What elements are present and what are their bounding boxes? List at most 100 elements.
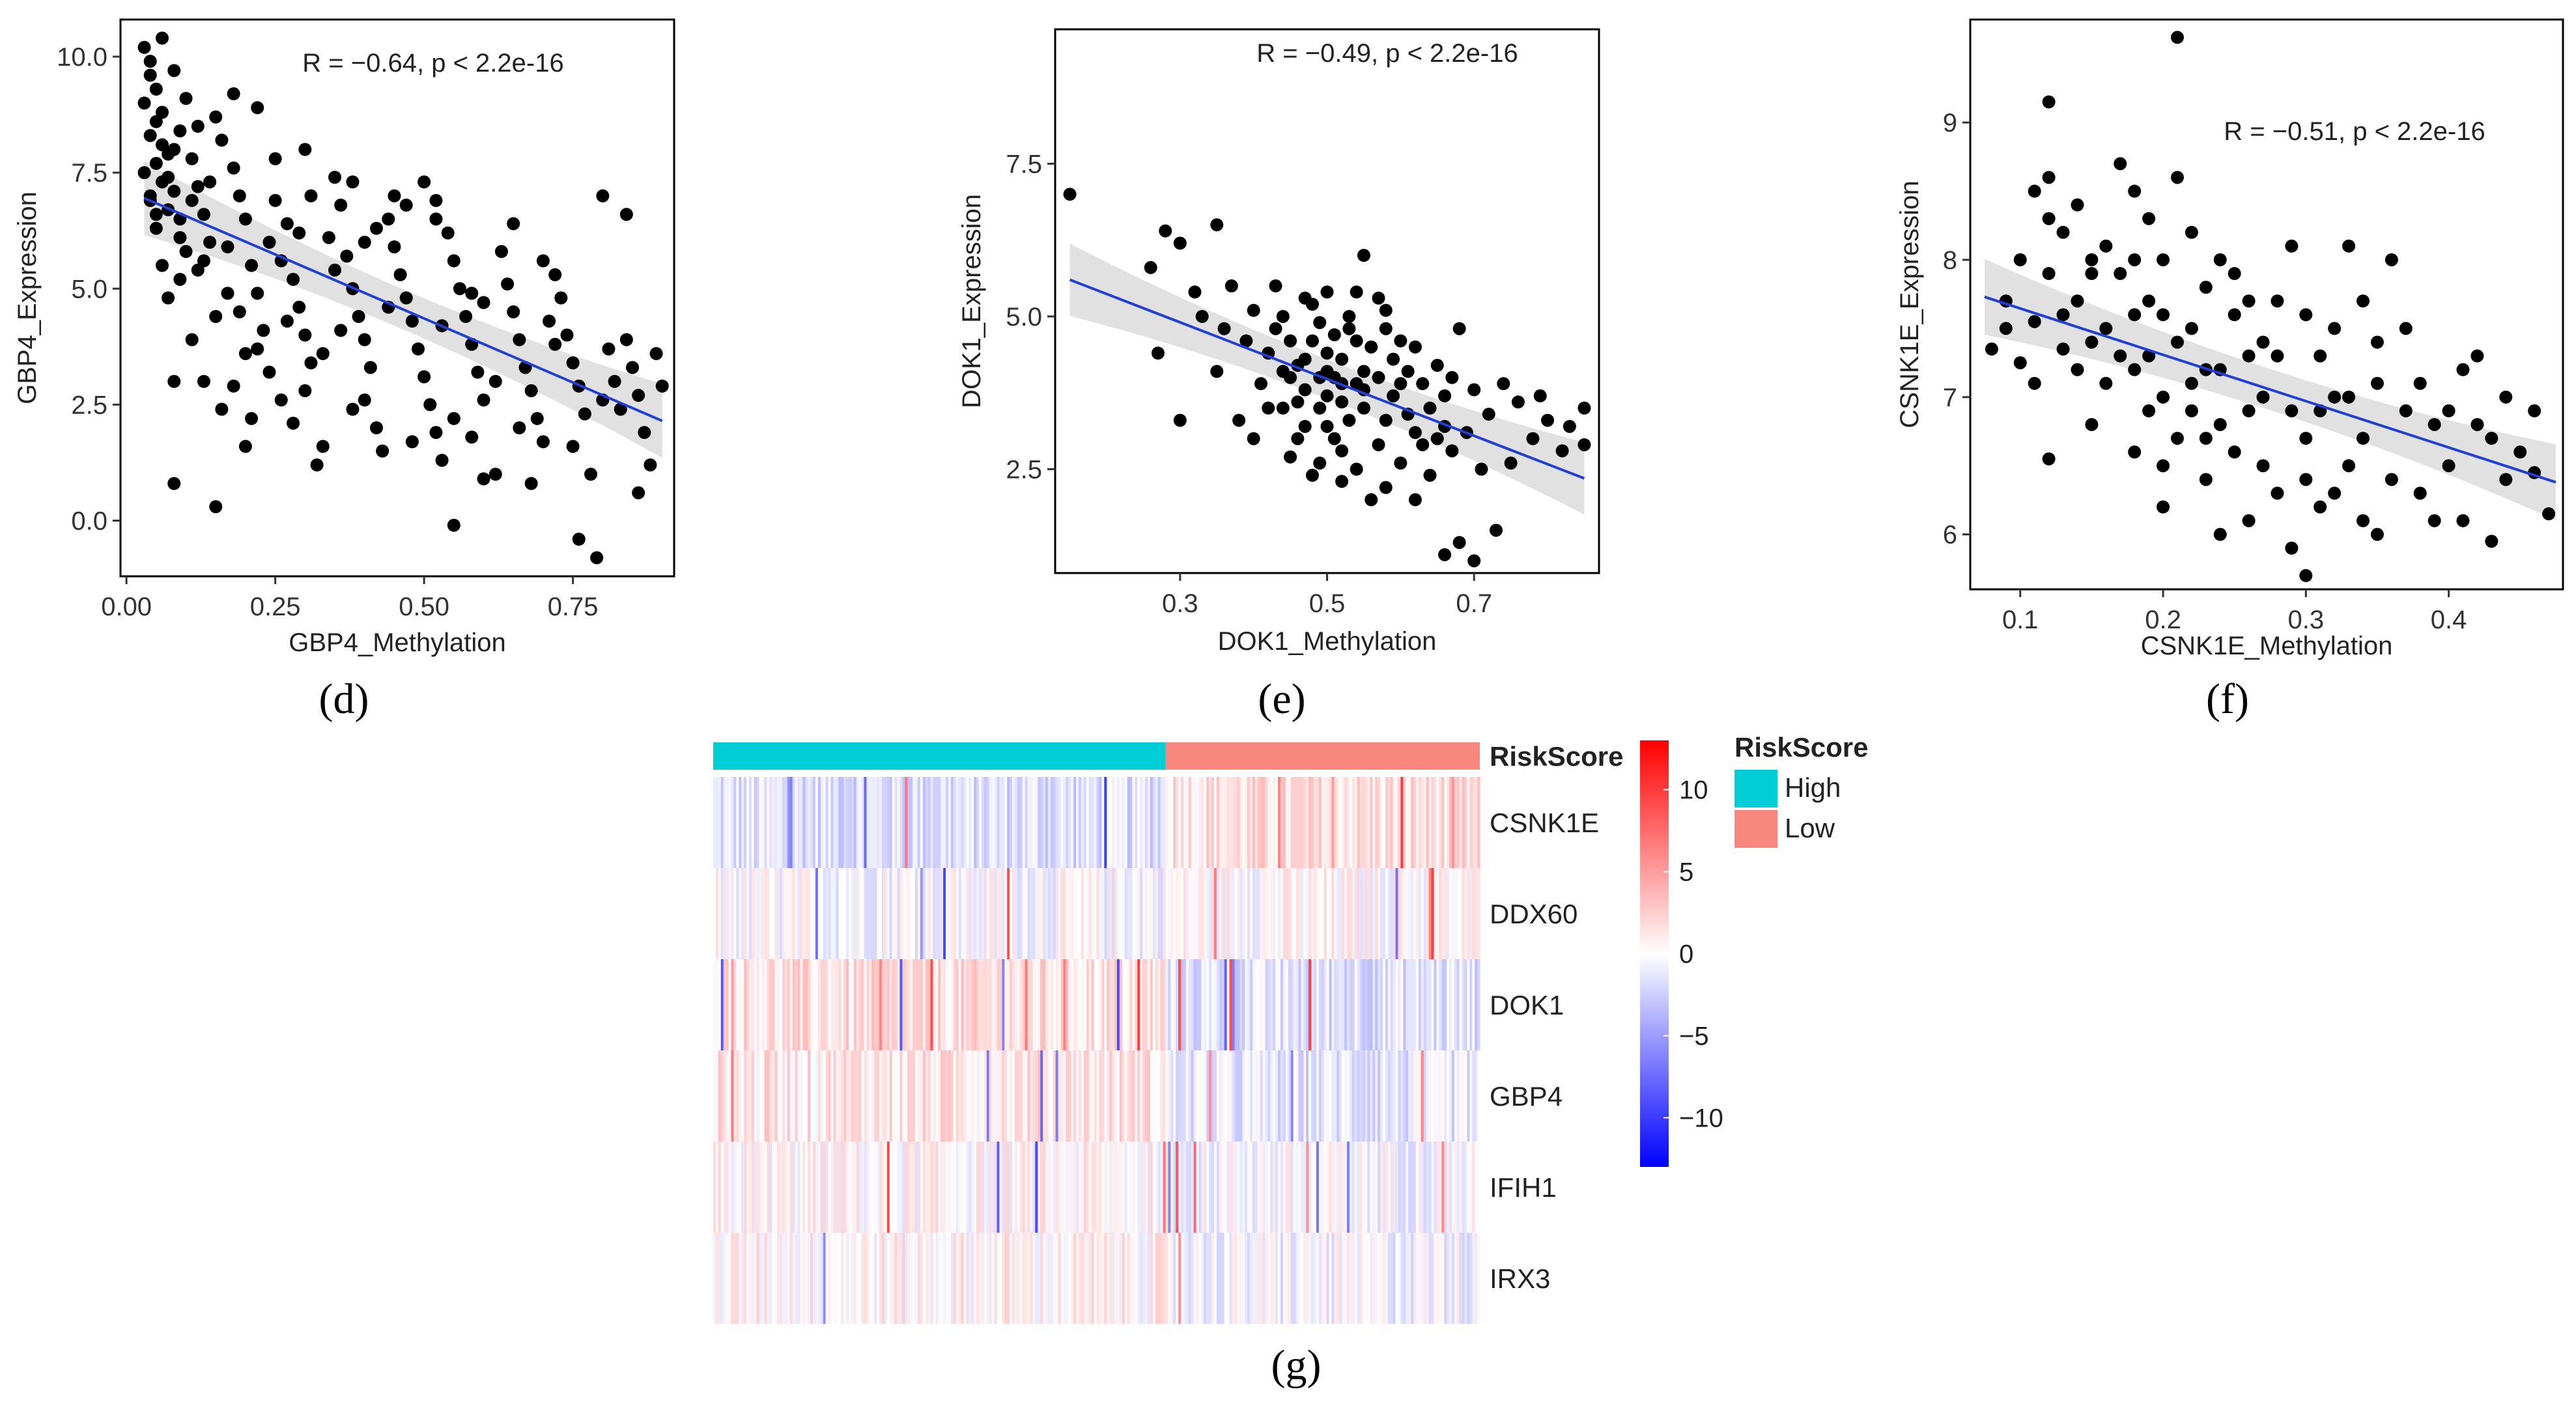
- scatter-point: [238, 347, 252, 360]
- heatmap-cell: [966, 868, 969, 959]
- heatmap-cell: [1122, 1050, 1125, 1142]
- heatmap-cell: [933, 1050, 936, 1142]
- scatter-point: [1438, 389, 1452, 402]
- heatmap-cell: [1316, 1233, 1320, 1324]
- scatter-point: [155, 259, 169, 272]
- y-tick-label: 2.5: [1006, 456, 1042, 484]
- heatmap-cell: [1027, 777, 1031, 868]
- heatmap-cell: [1444, 959, 1447, 1050]
- heatmap-cell: [897, 868, 901, 959]
- scatter-point: [173, 273, 187, 286]
- heatmap-cell: [1342, 1050, 1345, 1142]
- heatmap-cell: [1058, 959, 1062, 1050]
- heatmap-cell: [1329, 1233, 1333, 1324]
- heatmap-cell: [1221, 959, 1225, 1050]
- scatter-point: [2228, 267, 2241, 281]
- heatmap-cell: [1239, 1233, 1243, 1324]
- heatmap-cell: [1122, 959, 1125, 1050]
- heatmap-cell: [1254, 777, 1258, 868]
- heatmap-cell: [1293, 1050, 1297, 1142]
- scatter-point: [465, 430, 479, 444]
- heatmap-cell: [869, 1050, 872, 1142]
- heatmap-cell: [1431, 1142, 1434, 1233]
- heatmap-cell: [1323, 1142, 1327, 1233]
- scatter-point: [2099, 322, 2113, 335]
- heatmap-cell: [1467, 868, 1470, 959]
- heatmap-cell: [897, 777, 901, 868]
- heatmap-cell: [1165, 959, 1168, 1050]
- heatmap-cell: [733, 777, 737, 868]
- heatmap-cell: [946, 1142, 949, 1233]
- scatter-point: [2499, 390, 2513, 404]
- scatter-point: [1541, 414, 1555, 427]
- heatmap-cell: [994, 1142, 998, 1233]
- scatter-point: [1151, 346, 1165, 360]
- heatmap-cell: [1083, 1233, 1087, 1324]
- heatmap-cell: [1408, 1142, 1411, 1233]
- scatter-point: [1394, 334, 1408, 348]
- heatmap-cell: [825, 1233, 829, 1324]
- scatter-point: [233, 305, 246, 318]
- scatter-point: [251, 101, 264, 115]
- heatmap-cell: [1124, 777, 1128, 868]
- heatmap-cell: [1382, 1050, 1386, 1142]
- heatmap-cell: [823, 959, 827, 1050]
- heatmap-cell: [772, 777, 775, 868]
- heatmap-cell: [1313, 1233, 1317, 1324]
- scatter-point: [1291, 395, 1305, 409]
- heatmap-cell: [1204, 1050, 1207, 1142]
- heatmap-cell: [736, 777, 739, 868]
- heatmap-cell: [869, 959, 872, 1050]
- scatter-point: [536, 254, 550, 268]
- scatter-point: [2157, 308, 2170, 322]
- heatmap-cell: [1247, 868, 1251, 959]
- heatmap-cell: [966, 1142, 969, 1233]
- heatmap-cell: [1454, 1233, 1458, 1324]
- heatmap-cell: [1150, 1050, 1154, 1142]
- heatmap-cell: [1239, 777, 1243, 868]
- heatmap-cell: [1083, 777, 1087, 868]
- heatmap-cell: [1444, 1233, 1447, 1324]
- scatter-point: [1430, 432, 1444, 445]
- heatmap-cell: [1316, 959, 1320, 1050]
- heatmap-cell: [858, 868, 862, 959]
- heatmap-cell: [1132, 1142, 1135, 1233]
- heatmap-cell: [759, 1233, 763, 1324]
- heatmap-cell: [756, 1142, 760, 1233]
- scatter-point: [221, 287, 234, 300]
- heatmap-cell: [950, 959, 954, 1050]
- heatmap-cell: [963, 1142, 967, 1233]
- heatmap-cell: [886, 868, 890, 959]
- heatmap-cell: [1367, 1142, 1370, 1233]
- heatmap-cell: [981, 959, 985, 1050]
- heatmap-cell: [981, 777, 985, 868]
- heatmap-cell: [1475, 1142, 1478, 1233]
- heatmap-cell: [1411, 1142, 1414, 1233]
- heatmap-cell: [772, 1142, 775, 1233]
- heatmap-cell: [1459, 959, 1463, 1050]
- heatmap-cell: [979, 1142, 982, 1233]
- heatmap-cell: [769, 868, 772, 959]
- heatmap-cell: [1104, 777, 1107, 868]
- heatmap-cell: [1342, 777, 1345, 868]
- heatmap-cell: [1454, 868, 1458, 959]
- scatter-point: [2385, 253, 2398, 266]
- heatmap-cell: [1380, 868, 1383, 959]
- heatmap-cell: [718, 777, 722, 868]
- heatmap-cell: [739, 959, 742, 1050]
- scatter-point: [399, 199, 413, 212]
- heatmap-cell: [1022, 959, 1026, 1050]
- heatmap-cell: [728, 1050, 732, 1142]
- scatter-point: [2328, 322, 2342, 335]
- heatmap-cell: [1257, 868, 1261, 959]
- heatmap-cell: [1107, 1233, 1110, 1324]
- heatmap-cell: [1004, 1142, 1008, 1233]
- heatmap-cell: [1426, 1233, 1430, 1324]
- scatter-point: [298, 328, 312, 342]
- heatmap-cell: [1050, 868, 1054, 959]
- heatmap-cell: [1346, 1233, 1350, 1324]
- heatmap-cell: [825, 959, 829, 1050]
- scatter-point: [2142, 404, 2156, 417]
- scatter-point: [2470, 417, 2484, 431]
- heatmap-cell: [1076, 868, 1079, 959]
